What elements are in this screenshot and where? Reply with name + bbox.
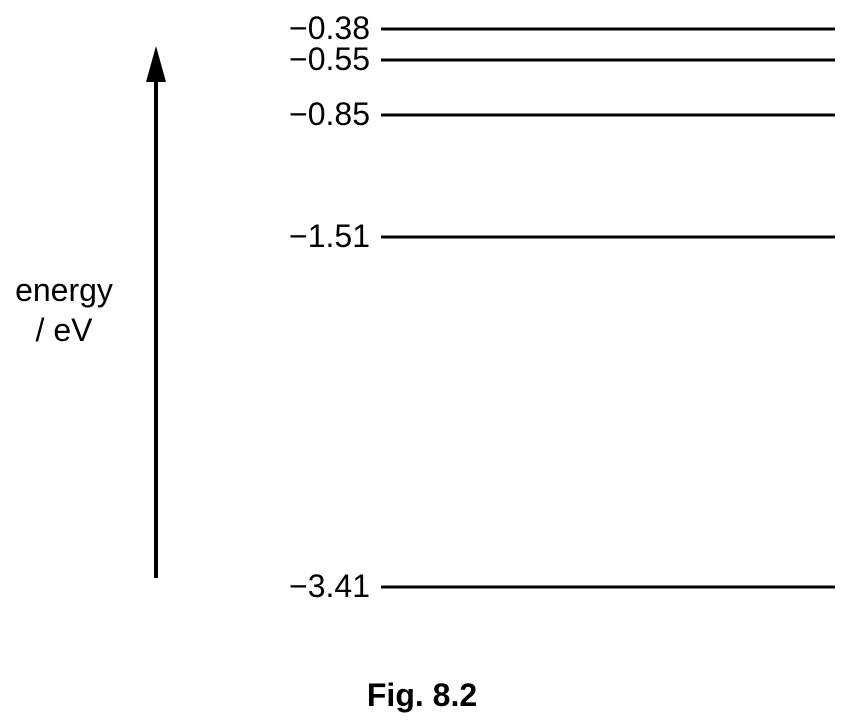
figure-caption: Fig. 8.2 — [366, 677, 478, 713]
energy-levels — [381, 27, 835, 589]
energy-level-label: −1.51 — [289, 218, 370, 254]
axis-label-unit: / eV — [35, 312, 93, 348]
axis-label-quantity: energy — [15, 272, 113, 308]
energy-level-label: −3.41 — [289, 568, 370, 604]
energy-level-label: −0.38 — [289, 10, 370, 46]
energy-axis-arrowhead — [146, 46, 166, 82]
energy-level-label: −0.55 — [289, 41, 370, 77]
axis-label: energy / eV — [0, 270, 128, 350]
energy-level-label: −0.85 — [289, 96, 370, 132]
